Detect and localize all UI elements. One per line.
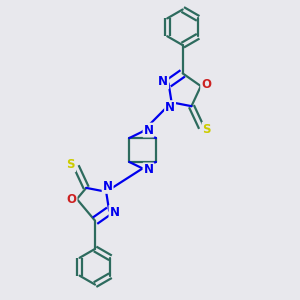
Text: N: N <box>165 101 175 114</box>
Text: N: N <box>158 75 168 88</box>
Text: S: S <box>202 123 211 136</box>
Text: N: N <box>143 124 154 136</box>
Text: O: O <box>67 193 76 206</box>
Text: N: N <box>143 164 154 176</box>
Text: O: O <box>201 78 211 91</box>
Text: S: S <box>67 158 75 171</box>
Text: N: N <box>103 180 112 193</box>
Text: N: N <box>110 206 119 219</box>
